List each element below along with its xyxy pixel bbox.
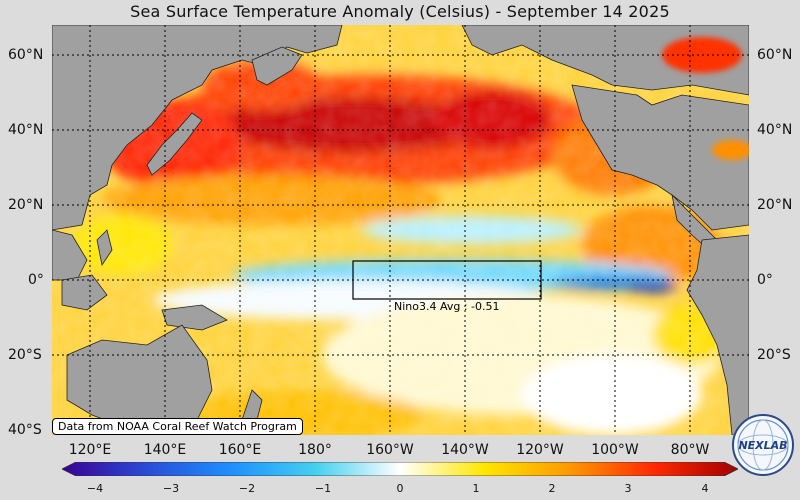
colorbar-tick: 4 <box>701 482 709 495</box>
lon-label: 100°W <box>591 442 639 458</box>
lon-label: 180° <box>298 442 332 458</box>
lat-label-left: 40°N <box>8 122 44 138</box>
lat-label-right: 0° <box>757 272 773 288</box>
nexlab-logo: NEXLAB <box>732 414 794 476</box>
landmass-japan <box>146 112 203 176</box>
colorbar-tick: −2 <box>238 482 256 495</box>
lat-label-right: 60°N <box>757 47 793 63</box>
graticule <box>52 25 749 435</box>
logo-text: NEXLAB <box>738 439 787 452</box>
colorbar-tick: 1 <box>472 482 480 495</box>
nino34-box <box>352 260 542 300</box>
lon-label: 160°W <box>366 442 414 458</box>
lon-label: 80°W <box>670 442 710 458</box>
colorbar-tick: −3 <box>162 482 180 495</box>
colorbar-tick: −1 <box>314 482 332 495</box>
landmass-new-guinea <box>161 304 228 331</box>
lon-label: 160°E <box>218 442 262 458</box>
colorbar-tick: 3 <box>624 482 632 495</box>
lat-label-right: 40°N <box>757 122 793 138</box>
lon-label: 120°W <box>516 442 564 458</box>
land <box>52 25 749 435</box>
colorbar-tick: −4 <box>86 482 104 495</box>
landmass-kamchatka <box>251 46 303 86</box>
lon-label: 120°E <box>68 442 112 458</box>
lat-label-left: 60°N <box>8 47 44 63</box>
sst-anomaly-map <box>52 25 749 435</box>
lon-label: 140°W <box>441 442 489 458</box>
colorbar-tick: 2 <box>548 482 556 495</box>
map-title: Sea Surface Temperature Anomaly (Celsius… <box>130 2 670 21</box>
data-credit: Data from NOAA Coral Reef Watch Program <box>52 418 303 435</box>
colorbar-fill <box>62 462 738 476</box>
lat-label-left: 0° <box>28 272 44 288</box>
lat-label-left: 40°S <box>8 422 42 438</box>
colorbar <box>62 462 738 476</box>
colorbar-tick: 0 <box>396 482 404 495</box>
landmass-asia <box>52 25 343 231</box>
landmass-philippines <box>96 229 113 267</box>
anomaly-patch <box>712 140 749 160</box>
lat-label-left: 20°N <box>8 197 44 213</box>
lat-label-right: 20°N <box>757 197 793 213</box>
nino34-label: Nino3.4 Avg : -0.51 <box>394 300 500 313</box>
lat-label-right: 20°S <box>757 347 791 363</box>
landmass-indochina <box>52 229 88 281</box>
landmass-australia <box>66 324 213 435</box>
landmass-borneo <box>61 274 108 311</box>
landmass-north-america <box>571 84 749 231</box>
lat-label-left: 20°S <box>8 347 42 363</box>
lon-label: 140°E <box>143 442 187 458</box>
